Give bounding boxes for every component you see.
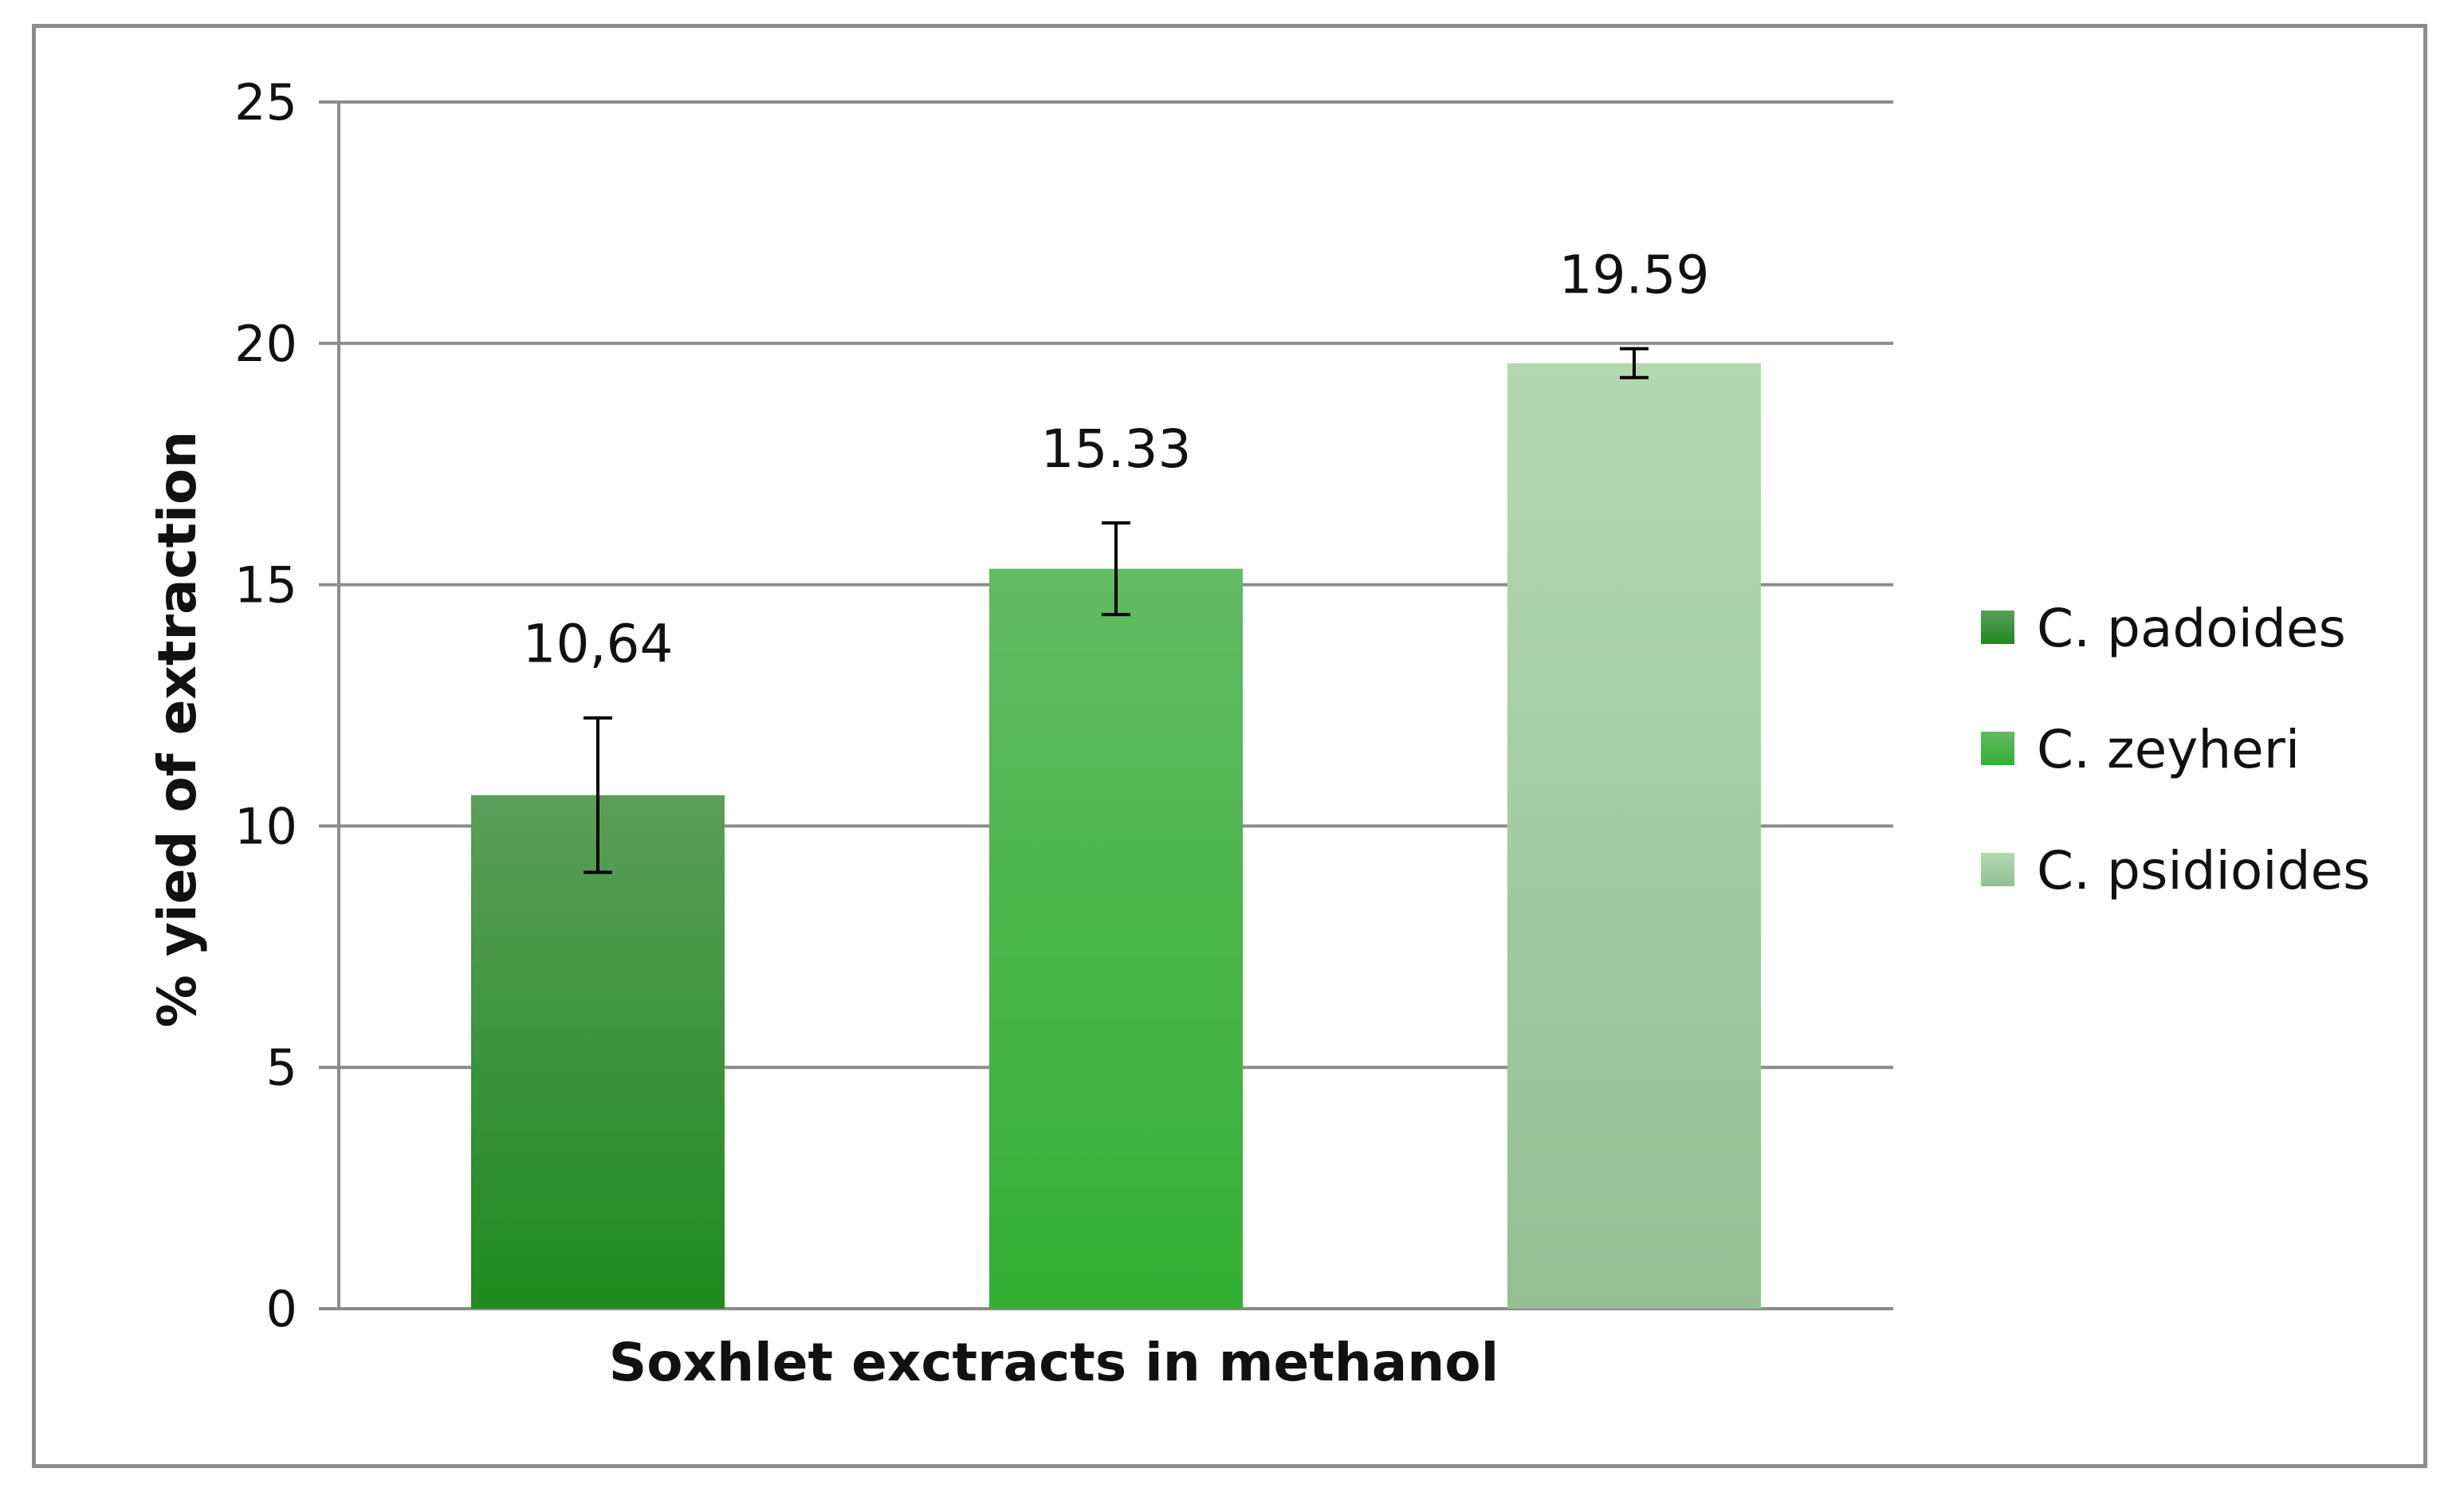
data-label: 15.33: [1041, 418, 1192, 480]
bar: [1507, 363, 1761, 1309]
y-axis-title: % yied of extraction: [147, 431, 208, 1027]
legend-swatch: [1981, 611, 2014, 644]
bar: [989, 568, 1243, 1309]
legend-swatch: [1981, 732, 2014, 765]
y-tick-label: 10: [234, 797, 297, 855]
data-label: 19.59: [1559, 244, 1710, 305]
bar: [471, 795, 725, 1309]
bar-chart: 0 5 10 15 20 25 10,64 15.33 19.59 % yied of ext…: [147, 73, 2371, 1393]
y-tick-label: 20: [234, 315, 297, 373]
legend-label: C. zeyheri: [2037, 719, 2300, 780]
y-tick-label: 0: [266, 1280, 297, 1338]
legend-label: C. padoides: [2037, 598, 2346, 659]
y-tick-label: 15: [234, 556, 297, 614]
legend-swatch: [1981, 853, 2014, 886]
x-axis-title: Soxhlet exctracts in methanol: [609, 1332, 1499, 1393]
data-labels: 10,64 15.33 19.59: [523, 244, 1710, 674]
data-label: 10,64: [523, 614, 674, 675]
bars: [471, 347, 1761, 1309]
y-tick-label: 5: [266, 1039, 297, 1097]
legend-label: C. psidioides: [2037, 840, 2371, 901]
y-tick-label: 25: [234, 73, 297, 132]
legend: C. padoides C. zeyheri C. psidioides: [1981, 598, 2371, 901]
chart-frame: 0 5 10 15 20 25 10,64 15.33 19.59 % yied of ext…: [32, 24, 2427, 1468]
y-axis: 0 5 10 15 20 25: [234, 73, 340, 1338]
